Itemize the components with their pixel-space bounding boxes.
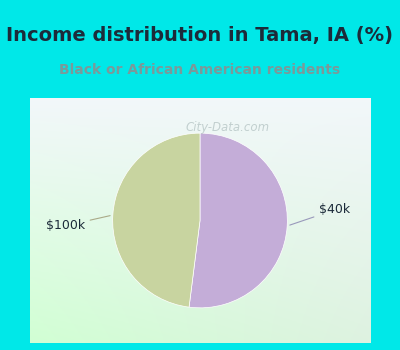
Wedge shape <box>189 133 287 308</box>
Wedge shape <box>113 133 200 307</box>
Text: Income distribution in Tama, IA (%): Income distribution in Tama, IA (%) <box>6 26 394 44</box>
Text: Black or African American residents: Black or African American residents <box>60 63 340 77</box>
Text: City-Data.com: City-Data.com <box>185 121 269 134</box>
Text: $40k: $40k <box>290 203 350 225</box>
Text: $100k: $100k <box>46 216 110 232</box>
